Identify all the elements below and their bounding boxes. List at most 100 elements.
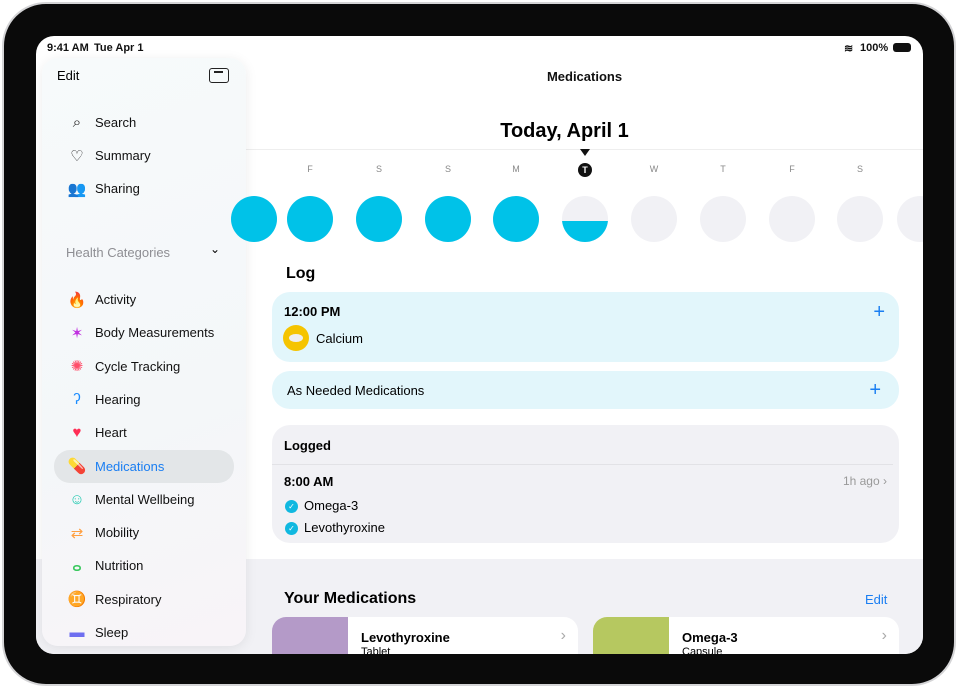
sidebar-item-sleep[interactable]: ▬ Sleep	[54, 616, 234, 649]
sidebar-item-medications[interactable]: 💊 Medications	[54, 449, 234, 483]
people-icon: 👥	[67, 180, 87, 198]
sidebar-item-activity[interactable]: 🔥 Activity	[54, 283, 234, 316]
sidebar-item-label: Cycle Tracking	[95, 358, 181, 374]
day-letter: F	[307, 164, 313, 174]
as-needed-label: As Needed Medications	[287, 383, 425, 398]
progress-fill	[287, 196, 333, 242]
med-card-omega3[interactable]: Omega-3 Capsule ›	[593, 617, 899, 654]
your-meds-edit-button[interactable]: Edit	[865, 592, 888, 607]
check-icon: ✓	[285, 522, 298, 536]
sidebar-edit-button[interactable]: Edit	[57, 68, 80, 83]
divider	[272, 464, 893, 465]
day-progress-ring[interactable]	[562, 196, 608, 242]
sidebar-item-nutrition[interactable]: ⴰ Nutrition	[54, 549, 234, 582]
progress-fill	[562, 221, 608, 242]
day-progress-ring[interactable]	[897, 196, 923, 242]
sidebar-item-search[interactable]: ⌕ Search	[54, 106, 234, 139]
scheduled-time: 12:00 PM	[284, 304, 341, 319]
health-categories-header[interactable]: Health Categories	[66, 245, 171, 260]
sidebar-item-respiratory[interactable]: ♊ Respiratory	[54, 583, 234, 616]
sidebar-item-heart[interactable]: ♥ Heart	[54, 416, 234, 449]
as-needed-card[interactable]: As Needed Medications +	[272, 371, 899, 409]
day-letter: S	[375, 164, 382, 174]
flame-icon: 🔥	[67, 291, 87, 309]
day-progress-ring[interactable]	[356, 196, 402, 242]
med-image	[593, 617, 669, 654]
add-icon[interactable]: +	[873, 301, 885, 323]
heart-outline-icon: ♡	[70, 147, 84, 165]
scheduled-card[interactable]: 12:00 PM Calcium +	[272, 292, 899, 362]
med-name: Omega-3	[304, 498, 359, 513]
sidebar-item-label: Summary	[95, 148, 151, 163]
status-battery: 100%	[860, 42, 889, 54]
med-form: Capsule	[682, 646, 723, 654]
sidebar-item-sharing[interactable]: 👥 Sharing	[54, 172, 234, 205]
logged-med: ✓ Levothyroxine	[285, 520, 385, 536]
sidebar-toggle-icon[interactable]	[209, 68, 229, 83]
ago-text: 1h ago	[842, 474, 880, 488]
chevron-right-icon: ›	[881, 627, 887, 644]
cycle-icon: ✺	[70, 358, 84, 376]
chevron-right-icon: ›	[560, 627, 566, 644]
day-progress-ring[interactable]	[493, 196, 539, 242]
sidebar-item-label: Body Measurements	[95, 325, 215, 341]
figure-icon: ✶	[70, 324, 84, 342]
logged-card: Logged 8:00 AM 1h ago › ✓ Omega-3 ✓ Levoth…	[272, 425, 899, 543]
sidebar-item-symptoms[interactable]: ⚲Symptoms	[54, 649, 234, 654]
sidebar-item-summary[interactable]: ♡ Summary	[54, 139, 234, 172]
day-progress-ring[interactable]	[837, 196, 883, 242]
sidebar-item-label: Mobility	[95, 525, 140, 541]
day-letter: W	[649, 164, 659, 174]
search-icon: ⌕	[72, 114, 82, 131]
bed-icon: ▬	[69, 624, 85, 641]
log-heading: Log	[286, 265, 316, 282]
day-progress-ring[interactable]	[631, 196, 677, 242]
wifi-icon: ≋	[844, 43, 854, 55]
day-progress-ring[interactable]	[769, 196, 815, 242]
med-image	[272, 617, 348, 654]
med-name: Levothyroxine	[361, 630, 450, 645]
today-marker-icon	[580, 149, 590, 156]
sidebar-item-body-measurements[interactable]: ✶ Body Measurements	[54, 316, 234, 349]
logged-med: ✓ Omega-3	[285, 498, 359, 514]
day-progress-ring[interactable]	[231, 196, 277, 242]
your-meds-heading: Your Medications	[284, 590, 417, 607]
logged-time: 8:00 AM	[284, 474, 334, 489]
heart-icon: ♥	[72, 424, 82, 442]
screen: 9:41 AM Tue Apr 1 ≋ 100% Medications Tod…	[36, 36, 923, 654]
status-date: Tue Apr 1	[94, 42, 144, 54]
sidebar-item-label: Heart	[95, 425, 127, 441]
chevron-down-icon[interactable]: ⌄	[210, 242, 221, 256]
progress-fill	[356, 196, 402, 242]
nav-title: Medications	[546, 69, 623, 84]
pill-icon	[283, 325, 309, 351]
sidebar-item-hearing[interactable]: ʔ Hearing	[54, 383, 234, 416]
med-form: Tablet	[361, 646, 391, 654]
sidebar-item-label: Respiratory	[95, 591, 162, 607]
med-name: Levothyroxine	[304, 520, 385, 535]
day-progress-ring[interactable]	[425, 196, 471, 242]
sidebar-item-label: Mental Wellbeing	[95, 491, 195, 507]
sidebar-item-label: Medications	[95, 458, 165, 474]
head-icon: ☺	[69, 490, 85, 508]
day-progress-ring[interactable]	[700, 196, 746, 242]
day-letter: T	[720, 164, 726, 174]
logged-ago[interactable]: 1h ago ›	[842, 474, 887, 488]
med-card-levothyroxine[interactable]: Levothyroxine Tablet ›	[272, 617, 578, 654]
med-calcium[interactable]: Calcium	[316, 331, 363, 346]
sidebar-item-mobility[interactable]: ⇄ Mobility	[54, 516, 234, 549]
logged-heading: Logged	[284, 438, 331, 453]
sidebar-item-label: Search	[95, 115, 137, 130]
sidebar: Edit ⌕ Search ♡ Summary 👥 Sharing Health Cate…	[42, 58, 246, 646]
sidebar-item-mental-wellbeing[interactable]: ☺ Mental Wellbeing	[54, 483, 234, 516]
day-letter: S	[856, 164, 863, 174]
date-heading: Today, April 1	[500, 120, 629, 142]
day-letter: S	[444, 164, 451, 174]
sidebar-item-label: Sharing	[95, 181, 140, 196]
day-progress-ring[interactable]	[287, 196, 333, 242]
sidebar-item-cycle-tracking[interactable]: ✺ Cycle Tracking	[54, 350, 234, 383]
day-letter: M	[512, 164, 520, 174]
add-icon[interactable]: +	[869, 379, 881, 401]
sidebar-item-label: Nutrition	[95, 558, 144, 574]
lungs-icon: ♊	[67, 591, 87, 609]
